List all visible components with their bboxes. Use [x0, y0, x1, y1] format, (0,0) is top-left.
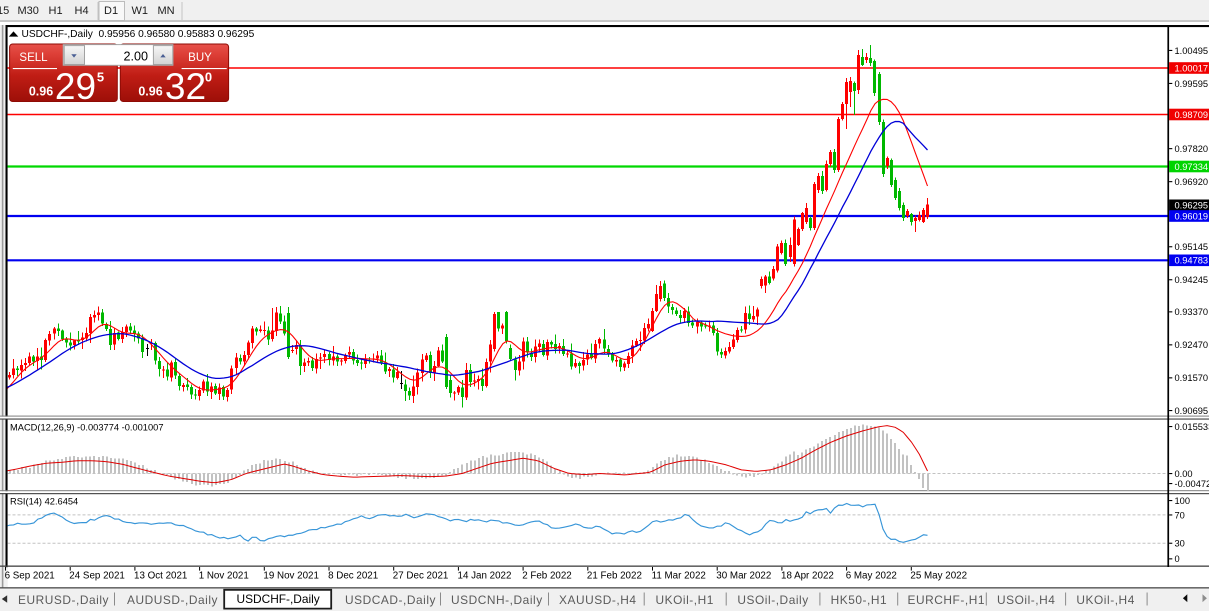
- svg-text:D1: D1: [104, 5, 118, 17]
- svg-text:19 Nov 2021: 19 Nov 2021: [263, 571, 319, 582]
- svg-text:HK50-,H1: HK50-,H1: [831, 593, 888, 607]
- svg-text:13 Oct 2021: 13 Oct 2021: [134, 571, 187, 582]
- svg-text:0.97334: 0.97334: [1175, 162, 1209, 172]
- svg-text:30 Mar 2022: 30 Mar 2022: [716, 571, 771, 582]
- svg-text:0.96295: 0.96295: [1175, 201, 1209, 211]
- svg-text:0: 0: [1175, 554, 1180, 564]
- svg-text:EURCHF-,H1: EURCHF-,H1: [908, 593, 986, 607]
- svg-text:0.94245: 0.94245: [1175, 275, 1209, 285]
- svg-text:MACD(12,26,9) -0.003774 -0.001: MACD(12,26,9) -0.003774 -0.001007: [10, 423, 164, 433]
- svg-text:SELL: SELL: [19, 52, 48, 64]
- svg-text:8 Dec 2021: 8 Dec 2021: [328, 571, 378, 582]
- svg-text:RSI(14) 42.6454: RSI(14) 42.6454: [10, 497, 78, 507]
- svg-text:25 May 2022: 25 May 2022: [910, 571, 967, 582]
- svg-text:0.99595: 0.99595: [1175, 79, 1209, 89]
- svg-text:XAUUSD-,H4: XAUUSD-,H4: [559, 593, 637, 607]
- svg-text:18 Apr 2022: 18 Apr 2022: [781, 571, 834, 582]
- svg-text:1.00017: 1.00017: [1175, 63, 1209, 73]
- svg-text:AUDUSD-,Daily: AUDUSD-,Daily: [127, 593, 218, 607]
- svg-text:0.96: 0.96: [138, 85, 162, 99]
- svg-text:2.00: 2.00: [123, 49, 148, 63]
- svg-text:32: 32: [165, 66, 206, 107]
- svg-text:H1: H1: [49, 5, 63, 17]
- svg-text:0.96019: 0.96019: [1175, 211, 1209, 221]
- svg-text:100: 100: [1175, 496, 1191, 506]
- svg-text:6 May 2022: 6 May 2022: [846, 571, 897, 582]
- svg-text:0.015533: 0.015533: [1175, 422, 1209, 432]
- svg-text:6 Sep 2021: 6 Sep 2021: [5, 571, 55, 582]
- svg-text:USDCHF-,Daily: USDCHF-,Daily: [237, 592, 320, 606]
- svg-text:-0.00472: -0.00472: [1175, 479, 1209, 489]
- svg-text:0.96920: 0.96920: [1175, 177, 1209, 187]
- svg-text:USOil-,Daily: USOil-,Daily: [737, 593, 808, 607]
- svg-text:0.98709: 0.98709: [1175, 110, 1209, 120]
- svg-text:1.00495: 1.00495: [1175, 46, 1209, 56]
- svg-text:0.91570: 0.91570: [1175, 373, 1209, 383]
- svg-text:5: 5: [97, 70, 104, 85]
- svg-text:USDCNH-,Daily: USDCNH-,Daily: [451, 593, 543, 607]
- svg-text:UKOil-,H4: UKOil-,H4: [1076, 593, 1134, 607]
- svg-text:0.93370: 0.93370: [1175, 307, 1209, 317]
- svg-text:0.92470: 0.92470: [1175, 340, 1209, 350]
- svg-text:27 Dec 2021: 27 Dec 2021: [393, 571, 449, 582]
- svg-text:29: 29: [55, 66, 96, 107]
- svg-text:0: 0: [205, 70, 212, 85]
- svg-text:15: 15: [0, 5, 9, 17]
- svg-text:USDCHF-,Daily 0.95956 0.96580: USDCHF-,Daily 0.95956 0.96580 0.95883 0.…: [22, 29, 255, 40]
- svg-text:2 Feb 2022: 2 Feb 2022: [522, 571, 572, 582]
- svg-text:UKOil-,H1: UKOil-,H1: [656, 593, 714, 607]
- svg-text:0.95145: 0.95145: [1175, 242, 1209, 252]
- svg-text:BUY: BUY: [188, 52, 212, 64]
- svg-text:0.00: 0.00: [1175, 469, 1193, 479]
- svg-text:USOil-,H4: USOil-,H4: [997, 593, 1055, 607]
- svg-text:30: 30: [1175, 539, 1185, 549]
- svg-text:1 Nov 2021: 1 Nov 2021: [199, 571, 249, 582]
- svg-text:W1: W1: [132, 5, 149, 17]
- svg-text:0.94783: 0.94783: [1175, 256, 1209, 266]
- svg-text:0.96: 0.96: [29, 85, 53, 99]
- svg-text:USDCAD-,Daily: USDCAD-,Daily: [345, 593, 436, 607]
- svg-text:11 Mar 2022: 11 Mar 2022: [652, 571, 706, 582]
- svg-text:H4: H4: [75, 5, 89, 17]
- svg-text:70: 70: [1175, 510, 1185, 520]
- svg-text:0.97820: 0.97820: [1175, 144, 1209, 154]
- svg-text:MN: MN: [158, 5, 175, 17]
- svg-text:24 Sep 2021: 24 Sep 2021: [69, 571, 125, 582]
- svg-text:14 Jan 2022: 14 Jan 2022: [458, 571, 512, 582]
- svg-text:EURUSD-,Daily: EURUSD-,Daily: [18, 593, 109, 607]
- svg-text:21 Feb 2022: 21 Feb 2022: [587, 571, 642, 582]
- svg-text:M30: M30: [18, 5, 39, 17]
- svg-text:0.90695: 0.90695: [1175, 406, 1209, 416]
